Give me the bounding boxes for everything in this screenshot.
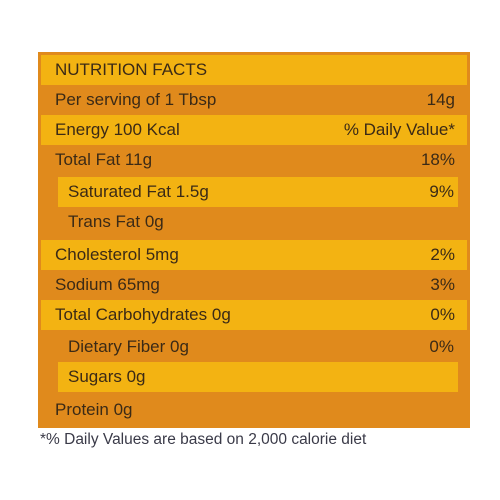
title-row: NUTRITION FACTS	[41, 55, 467, 85]
label: Protein 0g	[55, 400, 133, 419]
value: 3%	[430, 275, 455, 294]
label: Dietary Fiber 0g	[68, 337, 189, 356]
row: Total Fat 11g 18%	[41, 145, 467, 175]
row: Energy 100 Kcal % Daily Value*	[41, 115, 467, 145]
value: % Daily Value*	[343, 120, 455, 139]
row: Cholesterol 5mg 2%	[41, 240, 467, 270]
value: 14g	[426, 90, 455, 109]
row: Trans Fat 0g	[58, 207, 458, 237]
nutrition-panel: NUTRITION FACTS Per serving of 1 Tbsp 14g…	[38, 52, 470, 428]
title: NUTRITION FACTS	[55, 60, 208, 79]
row: Sugars 0g	[58, 362, 458, 392]
value: 9%	[429, 182, 454, 201]
label: Sugars 0g	[68, 367, 146, 386]
value: 18%	[420, 150, 455, 169]
value: 0%	[429, 337, 454, 356]
row: Dietary Fiber 0g 0%	[58, 332, 458, 362]
label: Per serving of 1 Tbsp	[55, 90, 217, 109]
value: 2%	[430, 245, 455, 264]
row: Saturated Fat 1.5g 9%	[58, 177, 458, 207]
value: 0%	[430, 305, 455, 324]
row: Per serving of 1 Tbsp 14g	[41, 85, 467, 115]
row: Protein 0g	[41, 395, 467, 425]
label: Total Carbohydrates 0g	[55, 305, 231, 324]
label: Trans Fat 0g	[68, 212, 164, 231]
label: Energy 100 Kcal	[55, 120, 180, 139]
label: Cholesterol 5mg	[55, 245, 179, 264]
label: Sodium 65mg	[55, 275, 160, 294]
footnote: *% Daily Values are based on 2,000 calor…	[40, 431, 367, 448]
label: Total Fat 11g	[55, 150, 153, 169]
label: Saturated Fat 1.5g	[68, 182, 209, 201]
row: Sodium 65mg 3%	[41, 270, 467, 300]
row: Total Carbohydrates 0g 0%	[41, 300, 467, 330]
